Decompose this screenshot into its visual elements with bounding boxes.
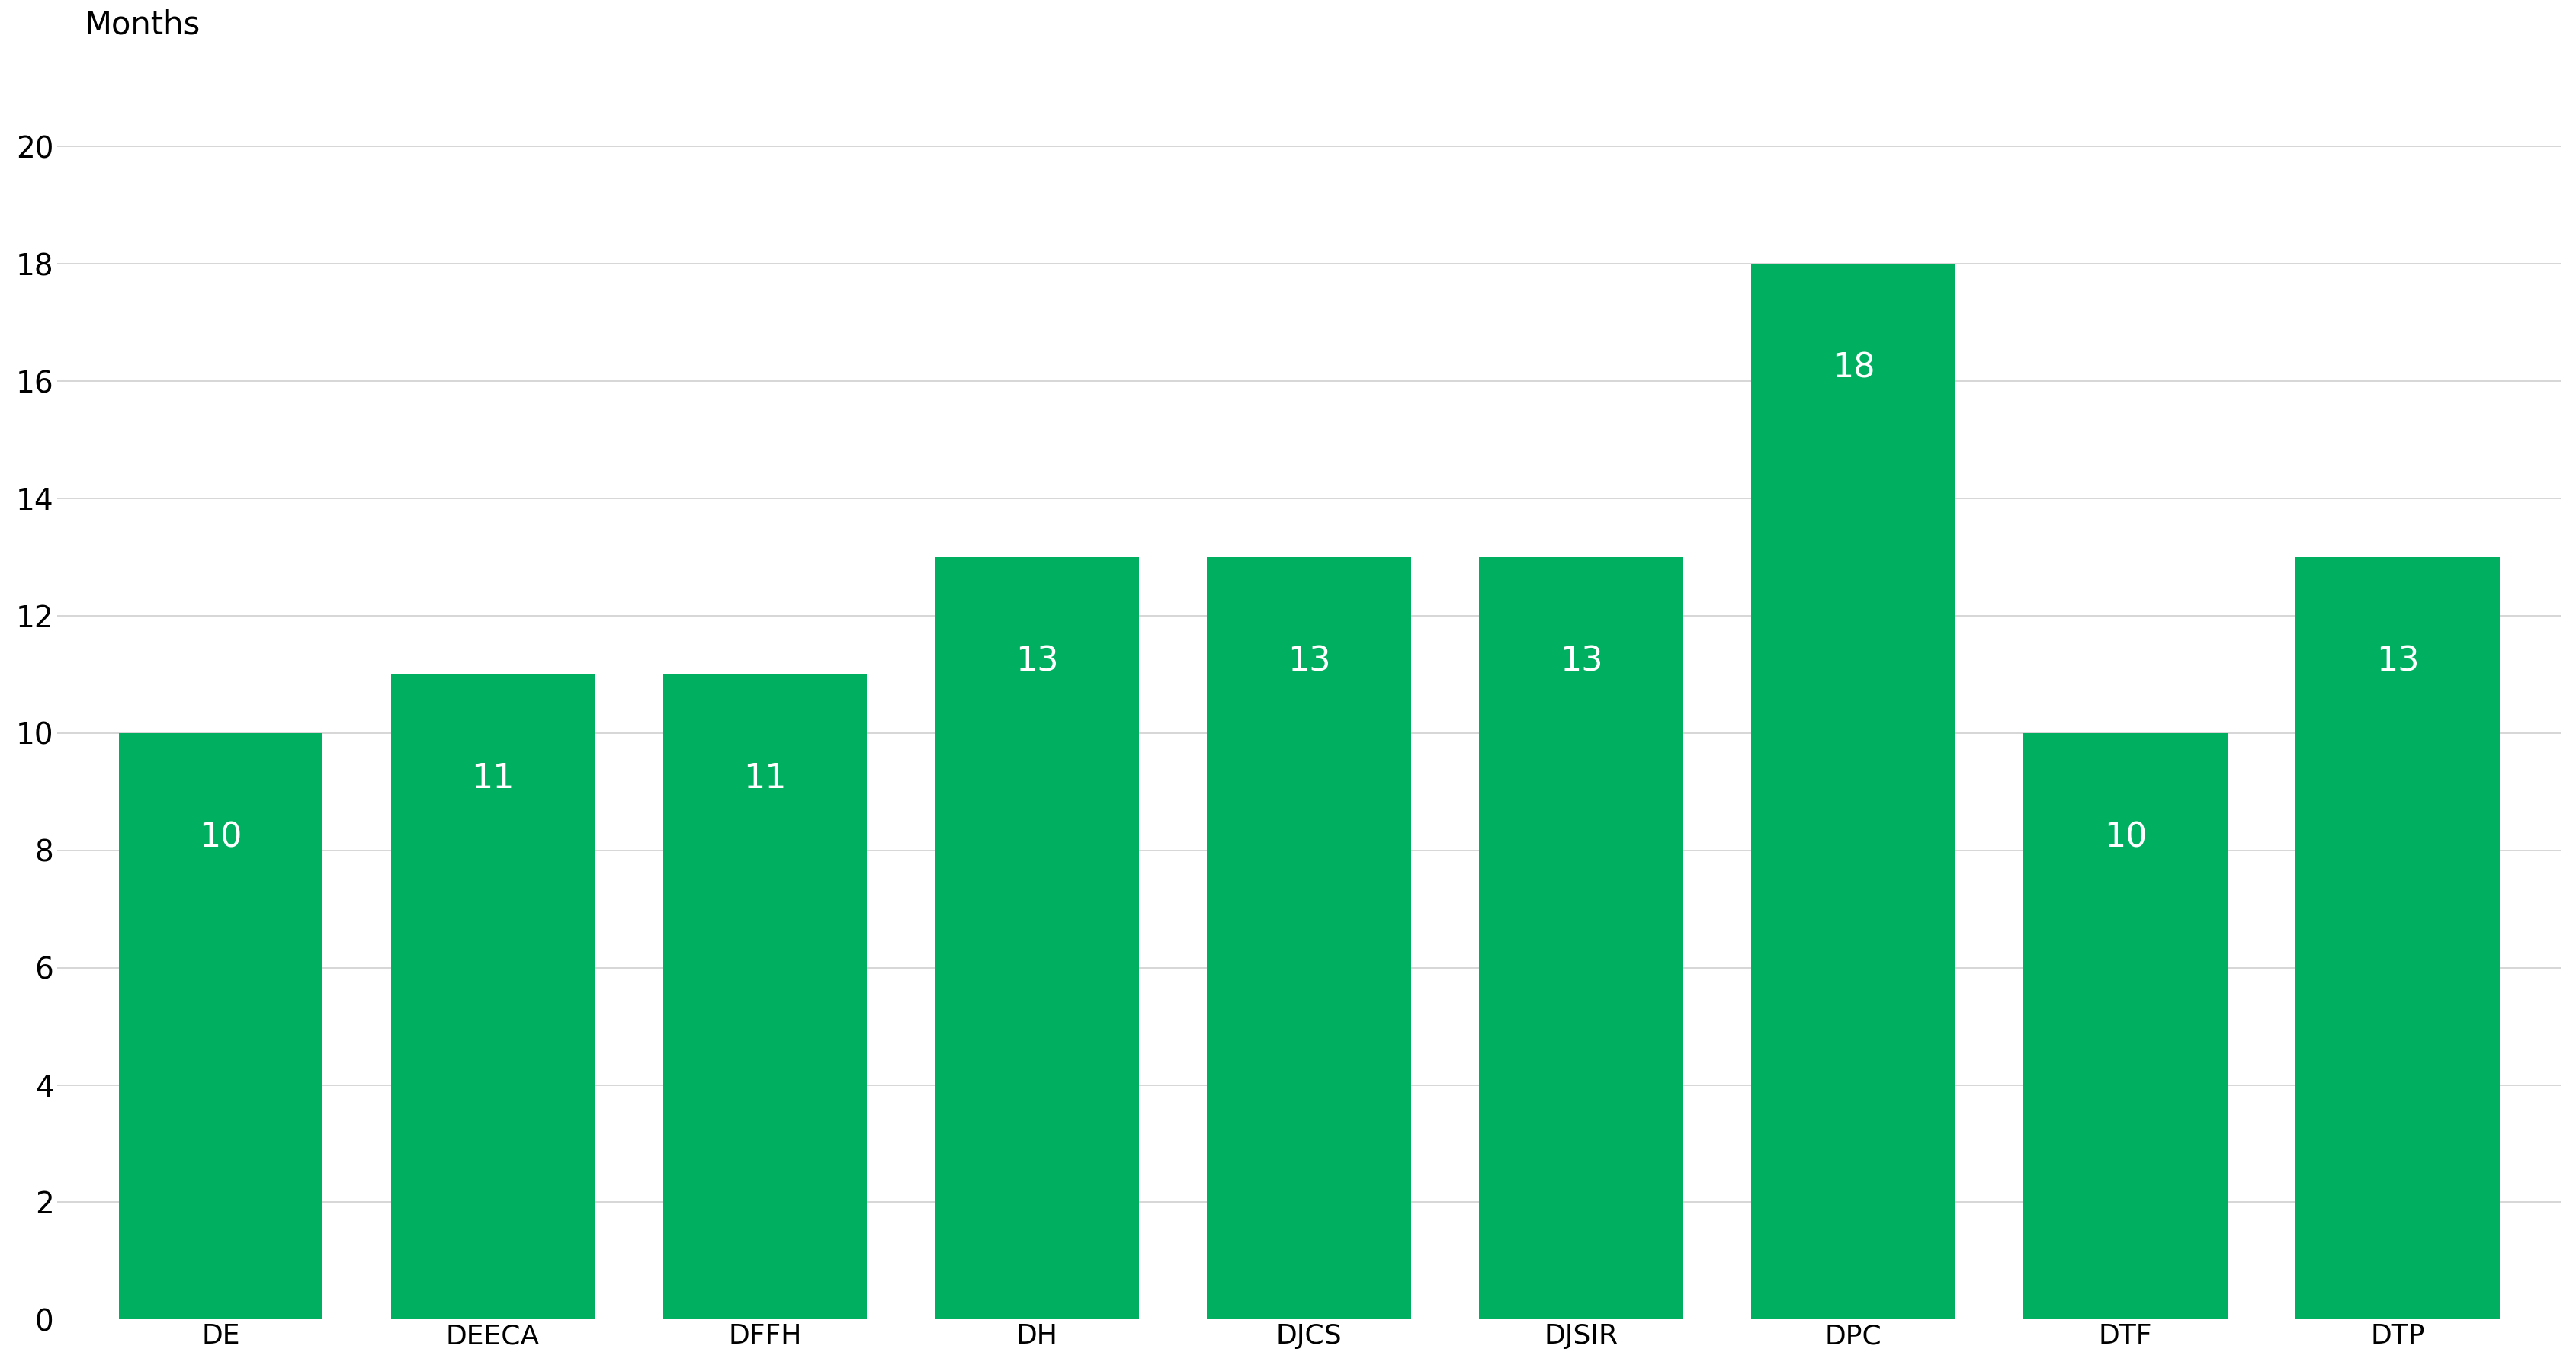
Text: 10: 10 <box>198 820 242 853</box>
Bar <box>392 674 595 1320</box>
Bar <box>2295 557 2499 1320</box>
Text: 11: 11 <box>471 763 515 796</box>
Bar <box>662 674 866 1320</box>
Bar <box>1752 263 1955 1320</box>
Text: 13: 13 <box>1558 646 1602 678</box>
Bar <box>935 557 1139 1320</box>
Bar <box>1206 557 1412 1320</box>
Bar <box>1479 557 1682 1320</box>
Text: 13: 13 <box>1288 646 1329 678</box>
Text: 10: 10 <box>2105 820 2146 853</box>
Text: 18: 18 <box>1832 352 1875 385</box>
Bar <box>2022 733 2226 1320</box>
Text: 11: 11 <box>744 763 786 796</box>
Text: 13: 13 <box>2375 646 2419 678</box>
Text: Months: Months <box>85 10 201 41</box>
Bar <box>118 733 322 1320</box>
Text: 13: 13 <box>1015 646 1059 678</box>
